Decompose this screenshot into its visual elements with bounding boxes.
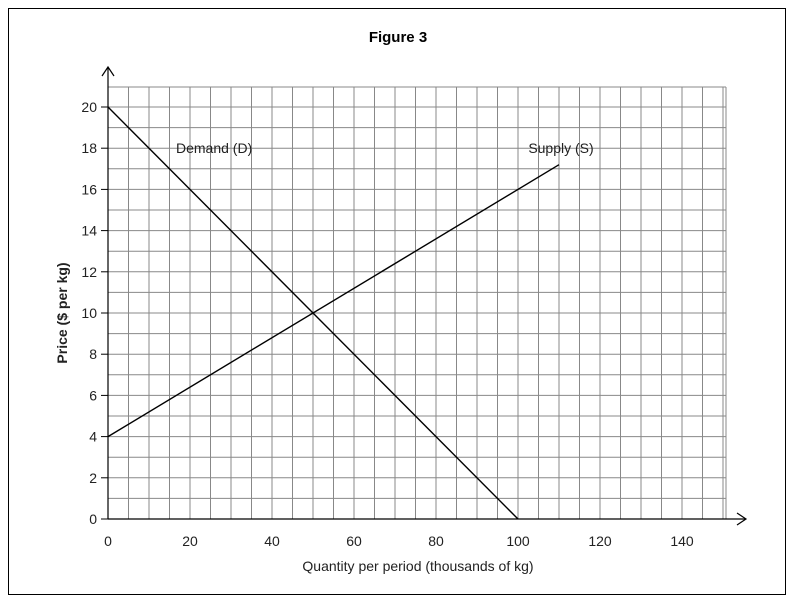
y-tick-label: 0 <box>89 511 97 527</box>
y-tick-label: 4 <box>89 429 97 445</box>
series-label-demand: Demand (D) <box>176 140 252 156</box>
x-axis-arrow <box>736 512 748 526</box>
x-tick-labels: 0 20 40 60 80 100 120 140 <box>104 533 694 549</box>
grid <box>108 86 727 519</box>
y-tick-label: 2 <box>89 470 97 486</box>
y-axis-arrow <box>101 65 115 77</box>
x-tick-label: 0 <box>104 533 112 549</box>
x-tick-label: 60 <box>346 533 362 549</box>
y-tick-label: 8 <box>89 346 97 362</box>
y-tick-label: 12 <box>81 264 97 280</box>
x-tick-label: 40 <box>264 533 280 549</box>
x-tick-label: 120 <box>588 533 612 549</box>
x-tick-label: 140 <box>670 533 694 549</box>
chart-title: Figure 3 <box>369 29 427 46</box>
y-axis-label: Price ($ per kg) <box>54 262 70 363</box>
y-tick-label: 14 <box>81 223 97 239</box>
y-tick-label: 10 <box>81 305 97 321</box>
y-tick-labels: 0 2 4 6 8 10 12 14 16 18 20 <box>81 99 108 527</box>
y-tick-label: 20 <box>81 99 97 115</box>
figure-frame <box>8 8 786 595</box>
y-tick-label: 16 <box>81 181 97 197</box>
x-tick-label: 100 <box>506 533 530 549</box>
x-tick-label: 80 <box>428 533 444 549</box>
series-label-supply: Supply (S) <box>528 140 593 156</box>
y-tick-label: 6 <box>89 387 97 403</box>
series-lines: Demand (D) Supply (S) <box>107 106 594 520</box>
x-tick-label: 20 <box>182 533 198 549</box>
series-line-supply <box>107 164 560 438</box>
axes <box>101 65 748 526</box>
y-tick-label: 18 <box>81 140 97 156</box>
x-axis-label: Quantity per period (thousands of kg) <box>302 558 533 574</box>
